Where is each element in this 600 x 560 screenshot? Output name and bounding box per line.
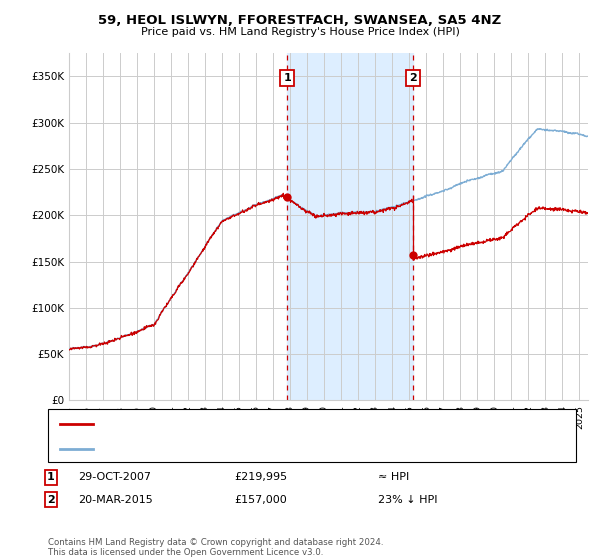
Text: 23% ↓ HPI: 23% ↓ HPI	[378, 494, 437, 505]
Text: Price paid vs. HM Land Registry's House Price Index (HPI): Price paid vs. HM Land Registry's House …	[140, 27, 460, 37]
Text: ≈ HPI: ≈ HPI	[378, 472, 409, 482]
Text: £157,000: £157,000	[234, 494, 287, 505]
Text: 29-OCT-2007: 29-OCT-2007	[78, 472, 151, 482]
Text: 2: 2	[47, 494, 55, 505]
Text: 2: 2	[409, 73, 417, 83]
Text: 20-MAR-2015: 20-MAR-2015	[78, 494, 153, 505]
Text: £219,995: £219,995	[234, 472, 287, 482]
Text: HPI: Average price, detached house, Swansea: HPI: Average price, detached house, Swan…	[99, 444, 338, 454]
Text: 1: 1	[47, 472, 55, 482]
Text: 1: 1	[283, 73, 291, 83]
Text: Contains HM Land Registry data © Crown copyright and database right 2024.
This d: Contains HM Land Registry data © Crown c…	[48, 538, 383, 557]
Text: 59, HEOL ISLWYN, FFORESTFACH, SWANSEA, SA5 4NZ: 59, HEOL ISLWYN, FFORESTFACH, SWANSEA, S…	[98, 14, 502, 27]
Text: 59, HEOL ISLWYN, FFORESTFACH, SWANSEA, SA5 4NZ (detached house): 59, HEOL ISLWYN, FFORESTFACH, SWANSEA, S…	[99, 419, 474, 429]
Bar	[287, 53, 413, 400]
